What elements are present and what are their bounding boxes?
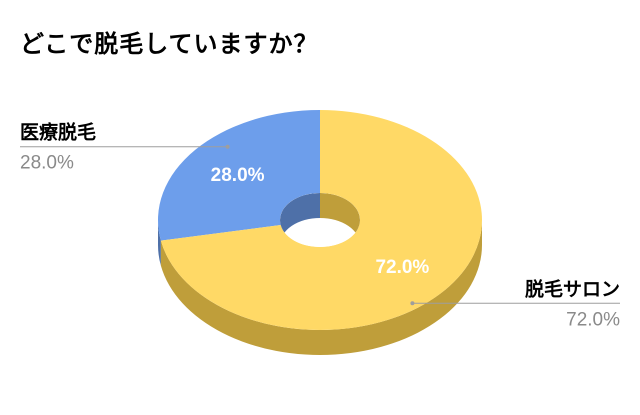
hole-wall-0-1 — [280, 193, 320, 245]
chart-title: どこで脱毛していますか？ — [20, 30, 319, 58]
slice-0 — [158, 110, 320, 241]
callout-dot-0 — [225, 144, 230, 149]
callouts: 医療脱毛 28.0% 脱毛サロン 72.0% — [20, 121, 620, 330]
callout-percent-0: 28.0% — [20, 153, 74, 174]
slice-1 — [160, 110, 483, 330]
donut-hole — [280, 193, 360, 247]
side-wall-1 — [160, 220, 482, 355]
callout-dot-1 — [410, 301, 415, 306]
slice-value-label-0: 28.0% — [211, 165, 265, 186]
callout-percent-1: 72.0% — [566, 309, 620, 330]
pie-side-walls — [158, 220, 482, 355]
slice-value-label-1: 72.0% — [375, 257, 429, 278]
pie-top-faces — [158, 110, 483, 330]
side-wall-0 — [158, 220, 161, 266]
callout-category-0: 医療脱毛 — [20, 121, 96, 144]
slice-labels: 28.0% 72.0% — [211, 165, 430, 278]
callout-category-1: 脱毛サロン — [525, 277, 620, 300]
hole-wall-1-0 — [320, 193, 360, 245]
